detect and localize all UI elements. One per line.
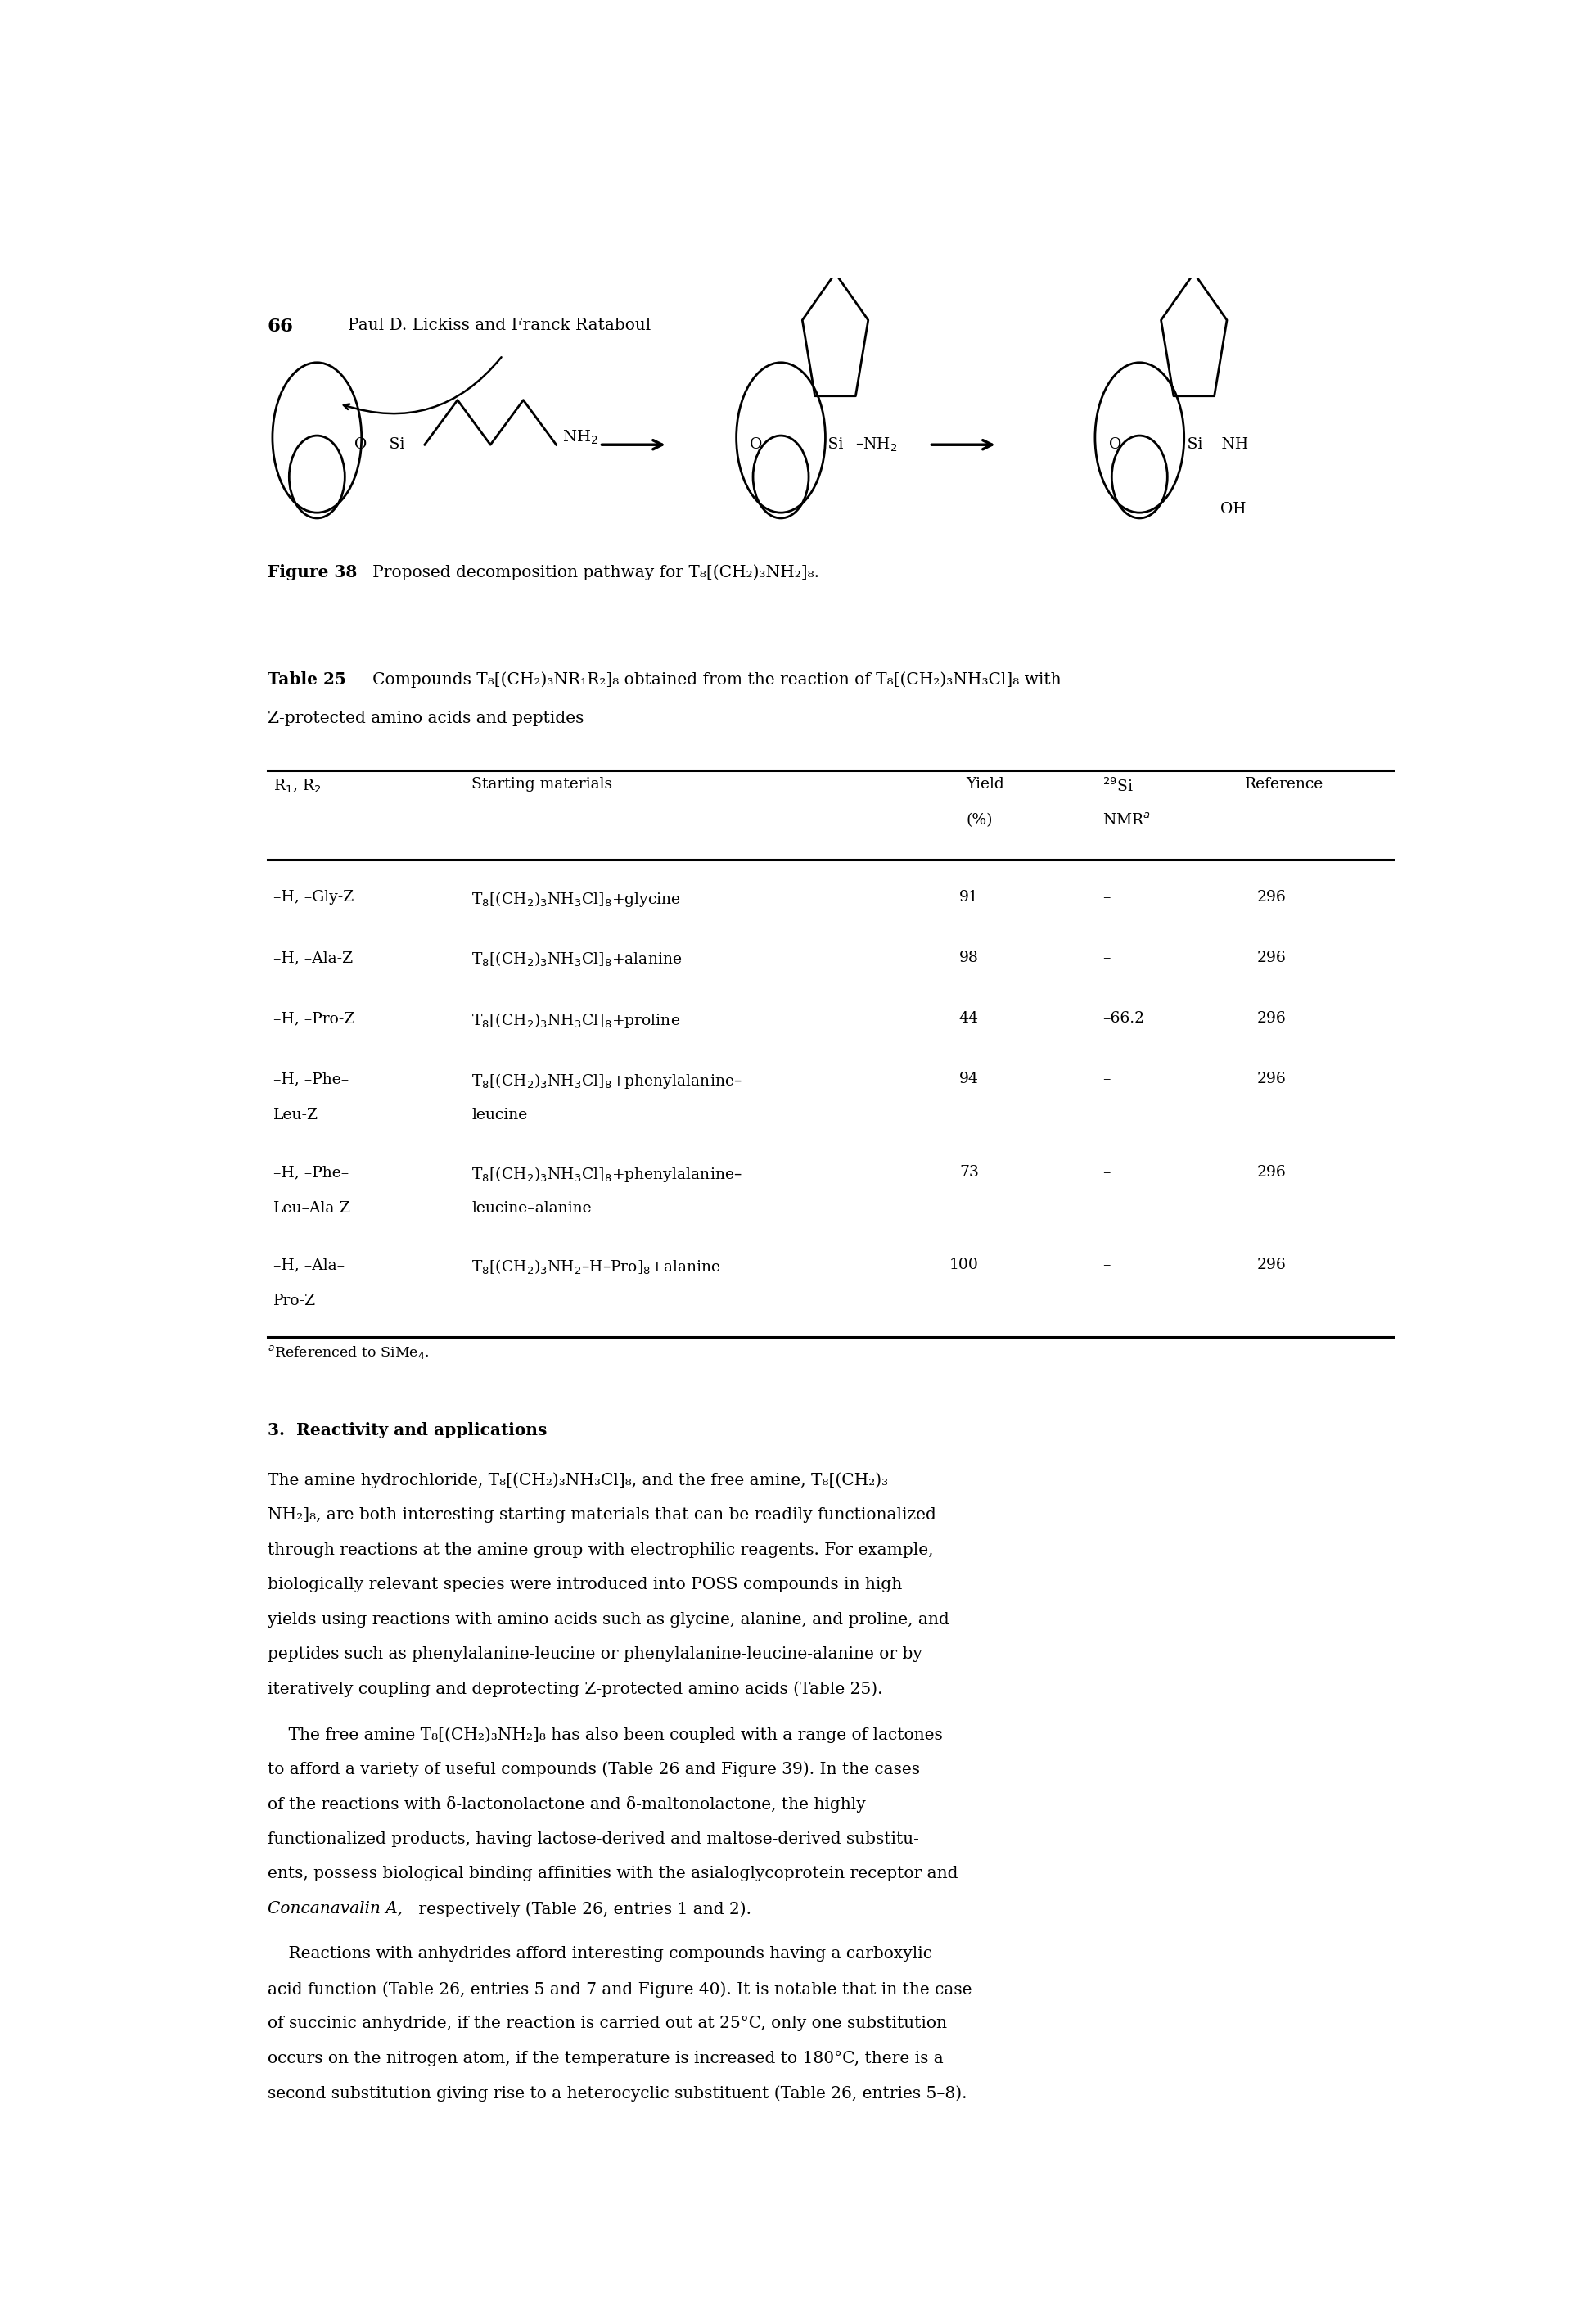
Text: 296: 296 — [1258, 1012, 1286, 1026]
Text: biologically relevant species were introduced into POSS compounds in high: biologically relevant species were intro… — [268, 1576, 902, 1592]
Text: O: O — [1109, 436, 1120, 453]
Text: $^{29}$Si: $^{29}$Si — [1103, 778, 1133, 794]
Text: 100: 100 — [950, 1258, 978, 1272]
Text: peptides such as phenylalanine-leucine or phenylalanine-leucine-alanine or by: peptides such as phenylalanine-leucine o… — [268, 1646, 922, 1662]
Text: Reference: Reference — [1245, 778, 1323, 791]
Text: 66: 66 — [268, 318, 294, 337]
Text: iteratively coupling and deprotecting Z-protected amino acids (Table 25).: iteratively coupling and deprotecting Z-… — [268, 1680, 883, 1697]
Text: $^a$Referenced to SiMe$_4$.: $^a$Referenced to SiMe$_4$. — [268, 1344, 429, 1360]
Text: Proposed decomposition pathway for T₈[(CH₂)₃NH₂]₈.: Proposed decomposition pathway for T₈[(C… — [356, 564, 819, 580]
Text: O: O — [750, 436, 763, 453]
Text: OH: OH — [1219, 501, 1246, 518]
Text: –: – — [1103, 889, 1111, 905]
Text: T$_8$[(CH$_2$)$_3$NH$_3$Cl]$_8$+phenylalanine–: T$_8$[(CH$_2$)$_3$NH$_3$Cl]$_8$+phenylal… — [472, 1165, 742, 1184]
Text: second substitution giving rise to a heterocyclic substituent (Table 26, entries: second substitution giving rise to a het… — [268, 2087, 967, 2103]
Text: NMR$^{a}$: NMR$^{a}$ — [1103, 812, 1151, 829]
Text: Yield: Yield — [966, 778, 1004, 791]
Text: NH₂]₈, are both interesting starting materials that can be readily functionalize: NH₂]₈, are both interesting starting mat… — [268, 1506, 937, 1523]
Text: 296: 296 — [1258, 1258, 1286, 1272]
Text: T$_8$[(CH$_2$)$_3$NH$_2$–H–Pro]$_8$+alanine: T$_8$[(CH$_2$)$_3$NH$_2$–H–Pro]$_8$+alan… — [472, 1258, 721, 1277]
Text: O: O — [354, 436, 367, 453]
Text: ents, possess biological binding affinities with the asialoglycoprotein receptor: ents, possess biological binding affinit… — [268, 1866, 958, 1882]
Text: –Si: –Si — [820, 436, 844, 453]
Text: Z-protected amino acids and peptides: Z-protected amino acids and peptides — [268, 710, 584, 726]
Text: T$_8$[(CH$_2$)$_3$NH$_3$Cl]$_8$+phenylalanine–: T$_8$[(CH$_2$)$_3$NH$_3$Cl]$_8$+phenylal… — [472, 1072, 742, 1091]
Text: Leu–Ala-Z: Leu–Ala-Z — [275, 1200, 351, 1216]
Text: 98: 98 — [959, 952, 978, 966]
Text: 296: 296 — [1258, 1072, 1286, 1086]
Text: –NH$_2$: –NH$_2$ — [855, 436, 897, 453]
Text: through reactions at the amine group with electrophilic reagents. For example,: through reactions at the amine group wit… — [268, 1541, 934, 1557]
Text: occurs on the nitrogen atom, if the temperature is increased to 180°C, there is : occurs on the nitrogen atom, if the temp… — [268, 2052, 943, 2066]
Text: –NH: –NH — [1215, 436, 1248, 453]
Text: T$_8$[(CH$_2$)$_3$NH$_3$Cl]$_8$+proline: T$_8$[(CH$_2$)$_3$NH$_3$Cl]$_8$+proline — [472, 1012, 680, 1031]
Text: Reactions with anhydrides afford interesting compounds having a carboxylic: Reactions with anhydrides afford interes… — [268, 1947, 932, 1961]
Text: leucine–alanine: leucine–alanine — [472, 1200, 592, 1216]
Text: NH$_2$: NH$_2$ — [562, 429, 598, 446]
Text: respectively (Table 26, entries 1 and 2).: respectively (Table 26, entries 1 and 2)… — [413, 1901, 752, 1917]
FancyArrowPatch shape — [343, 357, 501, 413]
Text: Compounds T₈[(CH₂)₃NR₁R₂]₈ obtained from the reaction of T₈[(CH₂)₃NH₃Cl]₈ with: Compounds T₈[(CH₂)₃NR₁R₂]₈ obtained from… — [356, 671, 1061, 687]
Text: The amine hydrochloride, T₈[(CH₂)₃NH₃Cl]₈, and the free amine, T₈[(CH₂)₃: The amine hydrochloride, T₈[(CH₂)₃NH₃Cl]… — [268, 1472, 887, 1488]
Text: 296: 296 — [1258, 889, 1286, 905]
Text: T$_8$[(CH$_2$)$_3$NH$_3$Cl]$_8$+glycine: T$_8$[(CH$_2$)$_3$NH$_3$Cl]$_8$+glycine — [472, 889, 681, 908]
Text: Pro-Z: Pro-Z — [275, 1293, 316, 1309]
Text: –: – — [1103, 1072, 1111, 1086]
Text: –: – — [1103, 952, 1111, 966]
Text: T$_8$[(CH$_2$)$_3$NH$_3$Cl]$_8$+alanine: T$_8$[(CH$_2$)$_3$NH$_3$Cl]$_8$+alanine — [472, 952, 681, 968]
Text: of succinic anhydride, if the reaction is carried out at 25°C, only one substitu: of succinic anhydride, if the reaction i… — [268, 2017, 946, 2031]
Text: –Si: –Si — [381, 436, 404, 453]
Text: functionalized products, having lactose-derived and maltose-derived substitu-: functionalized products, having lactose-… — [268, 1831, 919, 1848]
Text: Leu-Z: Leu-Z — [275, 1107, 319, 1123]
Text: –Si: –Si — [1179, 436, 1202, 453]
Text: acid function (Table 26, entries 5 and 7 and Figure 40). It is notable that in t: acid function (Table 26, entries 5 and 7… — [268, 1982, 972, 1998]
Text: 94: 94 — [959, 1072, 978, 1086]
Text: –66.2: –66.2 — [1103, 1012, 1144, 1026]
Text: Concanavalin A,: Concanavalin A, — [268, 1901, 402, 1917]
Text: to afford a variety of useful compounds (Table 26 and Figure 39). In the cases: to afford a variety of useful compounds … — [268, 1762, 919, 1778]
Text: R$_1$, R$_2$: R$_1$, R$_2$ — [275, 778, 322, 794]
Text: –H, –Ala-Z: –H, –Ala-Z — [275, 952, 353, 966]
Text: –H, –Pro-Z: –H, –Pro-Z — [275, 1012, 354, 1026]
Text: 3.  Reactivity and applications: 3. Reactivity and applications — [268, 1423, 547, 1439]
Text: The free amine T₈[(CH₂)₃NH₂]₈ has also been coupled with a range of lactones: The free amine T₈[(CH₂)₃NH₂]₈ has also b… — [268, 1727, 943, 1743]
Text: of the reactions with δ-lactonolactone and δ-maltonolactone, the highly: of the reactions with δ-lactonolactone a… — [268, 1796, 865, 1813]
Text: 296: 296 — [1258, 1165, 1286, 1179]
Text: –H, –Phe–: –H, –Phe– — [275, 1072, 350, 1086]
Text: 296: 296 — [1258, 952, 1286, 966]
Text: yields using reactions with amino acids such as glycine, alanine, and proline, a: yields using reactions with amino acids … — [268, 1611, 950, 1627]
Text: Figure 38: Figure 38 — [268, 564, 358, 580]
Text: –: – — [1103, 1258, 1111, 1272]
Text: (%): (%) — [966, 812, 993, 829]
Text: 91: 91 — [959, 889, 978, 905]
Text: leucine: leucine — [472, 1107, 527, 1123]
Text: –H, –Phe–: –H, –Phe– — [275, 1165, 350, 1179]
Text: 44: 44 — [959, 1012, 978, 1026]
Text: –: – — [1103, 1165, 1111, 1179]
Text: –H, –Ala–: –H, –Ala– — [275, 1258, 345, 1272]
Text: 73: 73 — [959, 1165, 978, 1179]
Text: Table 25: Table 25 — [268, 671, 346, 687]
Text: Starting materials: Starting materials — [472, 778, 613, 791]
Text: Paul D. Lickiss and Franck Rataboul: Paul D. Lickiss and Franck Rataboul — [348, 318, 651, 334]
Text: –H, –Gly-Z: –H, –Gly-Z — [275, 889, 354, 905]
